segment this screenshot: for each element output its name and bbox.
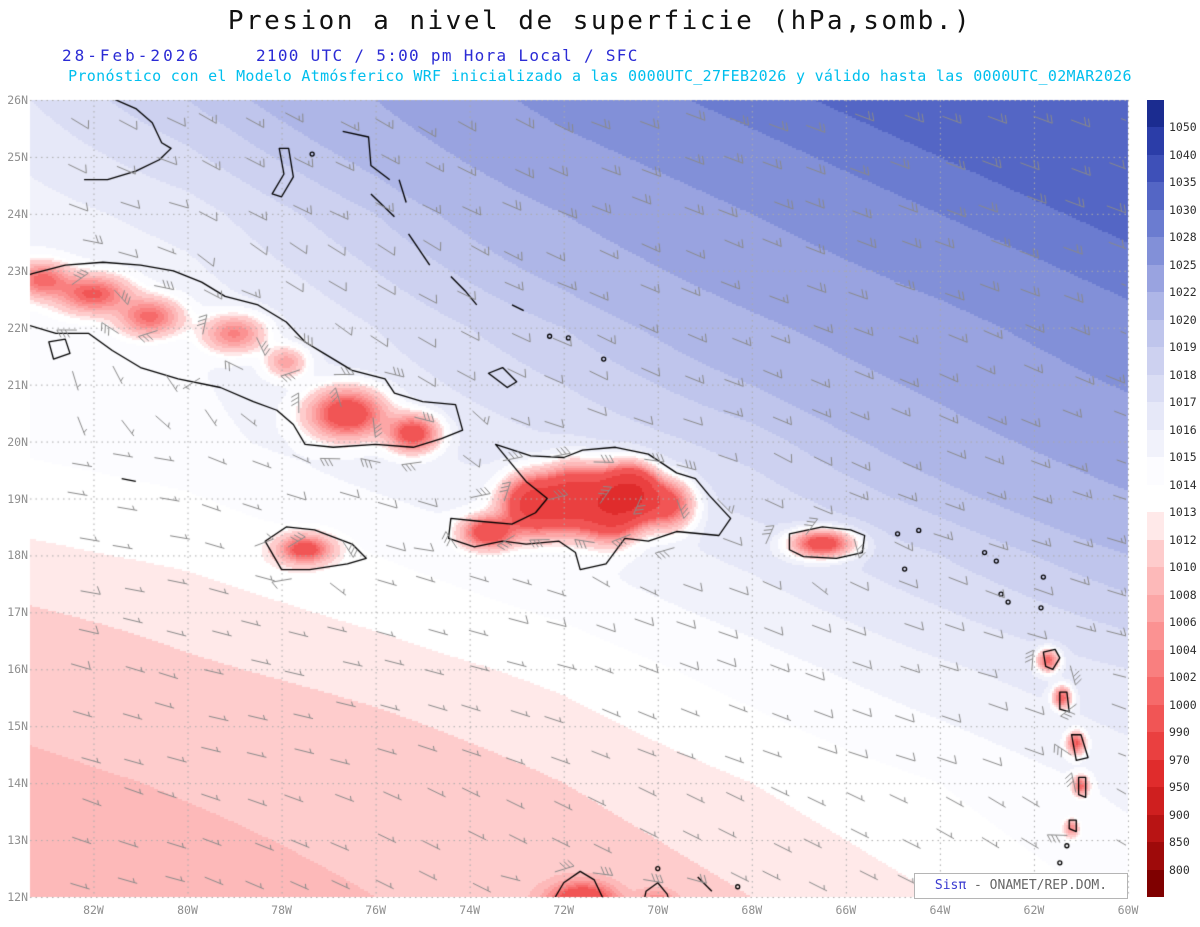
colorbar-label: 850 — [1169, 835, 1190, 850]
colorbar-label: 970 — [1169, 752, 1190, 767]
lat-tick-label: 25N — [7, 149, 28, 164]
lat-tick-label: 12N — [7, 890, 28, 904]
colorbar-segment — [1147, 594, 1164, 623]
colorbar-segment — [1147, 402, 1164, 431]
colorbar-segment — [1147, 127, 1164, 156]
colorbar-segment — [1147, 209, 1164, 238]
colorbar-segment — [1147, 759, 1164, 788]
colorbar-segment — [1147, 704, 1164, 733]
colorbar-segment — [1147, 237, 1164, 266]
lat-tick-label: 18N — [7, 548, 28, 563]
colorbar-label: 1016 — [1169, 422, 1197, 437]
date-label: 28-Feb-2026 — [62, 46, 201, 65]
lat-tick-label: 22N — [7, 320, 28, 335]
colorbar-segment — [1147, 622, 1164, 651]
lat-tick-label: 21N — [7, 377, 28, 392]
page-title: Presion a nivel de superficie (hPa,somb.… — [227, 6, 973, 36]
colorbar-label: 1006 — [1169, 615, 1197, 630]
colorbar-segment — [1147, 292, 1164, 321]
brand-box: Sisπ - ONAMET/REP.DOM. — [914, 873, 1128, 899]
lon-tick-label: 68W — [741, 903, 763, 917]
lat-tick-label: 13N — [7, 833, 28, 848]
colorbar-label: 1013 — [1169, 505, 1197, 520]
colorbar-label: 900 — [1169, 807, 1190, 822]
lat-tick-label: 19N — [7, 491, 28, 506]
valid-time-label: 2100 UTC / 5:00 pm Hora Local / SFC — [256, 46, 639, 65]
brand-system-label: Sisπ — [934, 878, 967, 893]
colorbar-label: 1040 — [1169, 147, 1197, 162]
lat-tick-label: 14N — [7, 776, 28, 791]
lat-tick-label: 26N — [7, 93, 28, 107]
colorbar-label: 1018 — [1169, 367, 1197, 382]
brand-org-label: - ONAMET/REP.DOM. — [974, 878, 1108, 893]
colorbar-segment — [1147, 457, 1164, 486]
colorbar-segment — [1147, 842, 1164, 870]
colorbar-segment — [1147, 814, 1164, 843]
colorbar-label: 990 — [1169, 725, 1190, 740]
colorbar-segment — [1147, 264, 1164, 293]
colorbar-segment — [1147, 484, 1164, 513]
colorbar-label: 1050 — [1169, 120, 1197, 135]
lat-tick-label: 17N — [7, 605, 28, 620]
lat-tick-label: 24N — [7, 206, 28, 221]
colorbar-segment — [1147, 429, 1164, 458]
lon-tick-label: 82W — [83, 903, 104, 917]
colorbar-segment — [1147, 732, 1164, 760]
colorbar-label: 1010 — [1169, 560, 1197, 575]
lat-tick-label: 15N — [7, 719, 28, 734]
colorbar-label: 1004 — [1169, 642, 1197, 657]
colorbar-label: 1015 — [1169, 450, 1197, 465]
lon-tick-label: 64W — [929, 903, 951, 917]
colorbar-label: 1002 — [1169, 670, 1197, 685]
colorbar-segment — [1147, 374, 1164, 403]
lat-tick-label: 23N — [7, 263, 28, 278]
colorbar-segment — [1147, 567, 1164, 596]
colorbar-label: 1014 — [1169, 477, 1197, 492]
lat-tick-label: 16N — [7, 662, 28, 677]
colorbar-label: 800 — [1169, 862, 1190, 877]
colorbar-label: 1030 — [1169, 202, 1197, 217]
colorbar-label: 1028 — [1169, 230, 1197, 245]
lon-tick-label: 66W — [835, 903, 857, 917]
lon-tick-label: 80W — [177, 903, 198, 917]
colorbar-segment — [1147, 869, 1164, 898]
colorbar-segment — [1147, 539, 1164, 568]
colorbar-label: 1022 — [1169, 285, 1197, 300]
lat-tick-label: 20N — [7, 434, 28, 449]
colorbar-label: 1000 — [1169, 697, 1197, 712]
colorbar-segment — [1147, 347, 1164, 376]
lon-tick-label: 78W — [271, 903, 292, 917]
colorbar-label: 1020 — [1169, 312, 1197, 327]
colorbar-segment — [1147, 182, 1164, 211]
lon-tick-label: 60W — [1117, 903, 1139, 917]
lon-tick-label: 62W — [1023, 903, 1045, 917]
colorbar-segment — [1147, 100, 1164, 128]
colorbar-segment — [1147, 512, 1164, 541]
lon-tick-label: 74W — [459, 903, 481, 917]
forecast-info-label: Pronóstico con el Modelo Atmósferico WRF… — [68, 67, 1132, 85]
colorbar-segment — [1147, 319, 1164, 348]
colorbar-segment — [1147, 649, 1164, 678]
lon-tick-label: 76W — [365, 903, 386, 917]
colorbar-label: 950 — [1169, 780, 1190, 795]
colorbar-segment — [1147, 787, 1164, 815]
colorbar-label: 1019 — [1169, 340, 1197, 355]
colorbar-label: 1017 — [1169, 395, 1197, 410]
colorbar-segment — [1147, 677, 1164, 705]
colorbar-label: 1008 — [1169, 587, 1197, 602]
lon-tick-label: 72W — [553, 903, 575, 917]
colorbar-label: 1025 — [1169, 257, 1197, 272]
colorbar-segment — [1147, 154, 1164, 183]
colorbar-label: 1035 — [1169, 175, 1197, 190]
colorbar-label: 1012 — [1169, 532, 1197, 547]
lon-tick-label: 70W — [647, 903, 669, 917]
